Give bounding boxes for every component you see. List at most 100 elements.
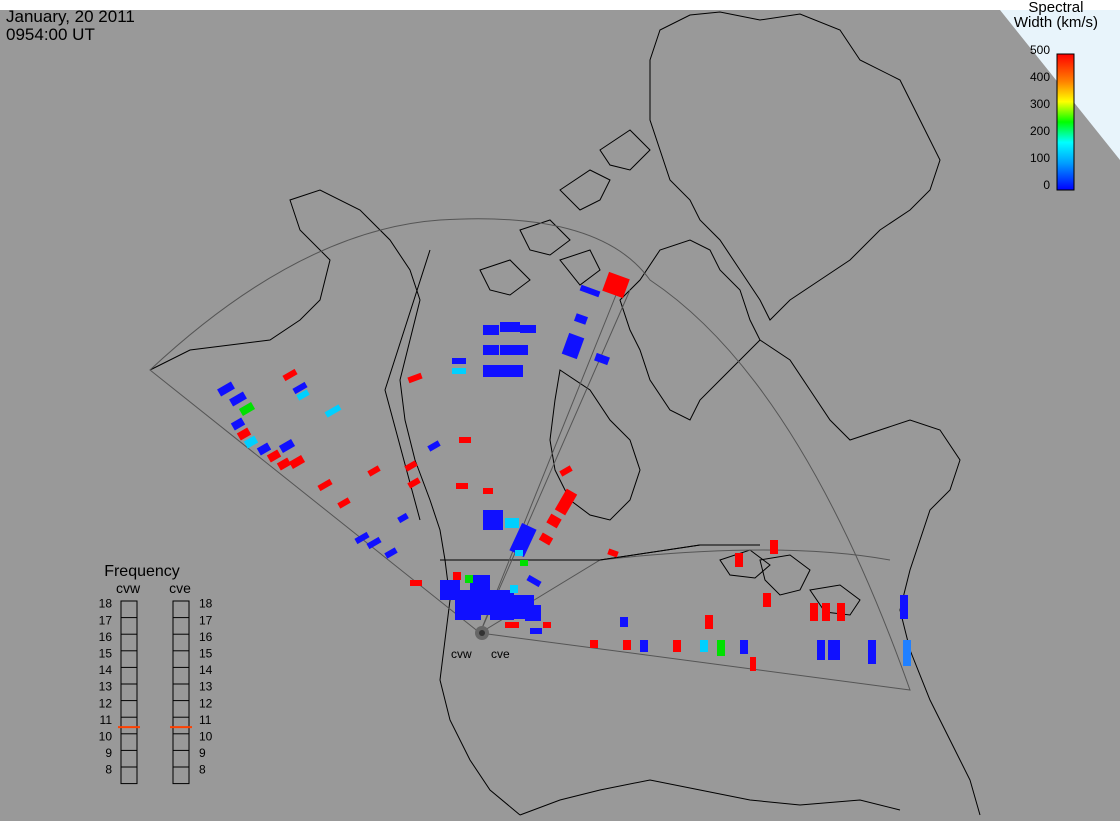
scatter-cell — [427, 440, 441, 452]
scatter-cell — [483, 488, 493, 494]
scatter-cell — [509, 523, 537, 557]
scatter-cell — [453, 572, 461, 580]
frequency-tick-label: 9 — [199, 746, 206, 760]
timestamp: January, 20 2011 0954:00 UT — [6, 8, 135, 44]
frequency-tick-label: 17 — [99, 613, 113, 627]
scatter-cell — [243, 435, 259, 449]
scatter-cell — [673, 640, 681, 652]
scatter-cell — [229, 391, 247, 407]
frequency-title: Frequency — [104, 563, 180, 580]
frequency-tick-label: 13 — [99, 680, 113, 694]
scatter-cell — [543, 622, 551, 628]
scatter-cell — [456, 483, 468, 489]
frequency-tick-label: 14 — [99, 663, 113, 677]
scatter-cell — [561, 332, 585, 360]
colorbar-tick-300: 300 — [1030, 97, 1050, 111]
frequency-tick-label: 9 — [105, 746, 112, 760]
colorbar-tick-200: 200 — [1030, 124, 1050, 138]
scatter-cell — [530, 628, 542, 634]
fov-outlines — [149, 218, 911, 691]
scatter-cell — [510, 585, 518, 593]
frequency-tick-label: 11 — [199, 713, 212, 727]
scatter-cell — [500, 345, 528, 355]
colorbar-title-line1: Spectral — [1028, 0, 1084, 16]
scatter-cell — [735, 553, 743, 567]
scatter-cell — [278, 439, 296, 453]
scatter-cell — [470, 575, 490, 615]
scatter-cell — [607, 548, 619, 558]
scatter-cell — [717, 640, 725, 656]
scatter-cell — [705, 615, 713, 629]
colorbar-title: Spectral Width (km/s) — [1014, 0, 1098, 30]
scatter-cell — [546, 513, 562, 529]
frequency-label-cvw: cvw — [116, 580, 141, 596]
frequency-tick-label: 15 — [99, 647, 113, 661]
scatter-cell — [740, 640, 748, 654]
scatter-cell — [324, 404, 342, 418]
scatter-cell — [236, 427, 252, 441]
frequency-tick-label: 12 — [99, 696, 113, 710]
scatter-cell — [230, 417, 246, 431]
scatter-cell — [397, 512, 409, 524]
frequency-tick-label: 14 — [199, 663, 213, 677]
scatter-data — [217, 271, 911, 671]
scatter-cell — [288, 455, 306, 469]
frequency-panel: Frequency cvw cve 18 17 16 15 14 13 12 11 10 9 8 18… — [99, 563, 213, 785]
scatter-cell — [483, 510, 503, 530]
frequency-tick-label: 17 — [199, 613, 213, 627]
colorbar-ticks: 500 400 300 200 100 0 — [1030, 43, 1050, 192]
scatter-cell — [483, 345, 499, 355]
frequency-tick-label: 11 — [100, 713, 113, 727]
scatter-cell — [559, 465, 573, 477]
colorbar-tick-400: 400 — [1030, 70, 1050, 84]
scatter-cell — [763, 593, 771, 607]
scatter-cell — [868, 640, 876, 664]
scatter-cell — [459, 437, 471, 443]
frequency-tick-label: 15 — [199, 647, 213, 661]
scatter-cell — [594, 352, 610, 366]
scatter-cell — [500, 322, 520, 332]
scatter-cell — [217, 381, 235, 397]
radar-label-cvw: cvw — [451, 647, 472, 661]
scatter-cell — [640, 640, 648, 652]
scatter-cell — [483, 325, 499, 335]
scatter-cell — [407, 477, 421, 489]
date-text: January, 20 2011 — [6, 7, 135, 26]
frequency-tick-label: 13 — [199, 680, 213, 694]
scatter-cell — [538, 532, 554, 546]
frequency-tick-label: 8 — [105, 763, 112, 777]
scatter-cell — [407, 372, 423, 384]
scatter-cell — [317, 478, 333, 492]
scatter-cell — [505, 622, 519, 628]
scatter-cell — [822, 603, 830, 621]
scatter-cell — [602, 271, 630, 299]
scatter-cell — [276, 457, 292, 471]
scatter-cell — [520, 560, 528, 566]
frequency-label-cve: cve — [169, 580, 191, 596]
scatter-cell — [590, 640, 598, 648]
frequency-tick-label: 10 — [99, 730, 113, 744]
scatter-cell — [620, 617, 628, 627]
colorbar-tick-500: 500 — [1030, 43, 1050, 57]
coastlines — [149, 11, 981, 816]
scatter-cell — [292, 381, 308, 395]
scatter-cell — [828, 640, 840, 660]
scatter-cell — [366, 536, 382, 550]
scatter-cell — [367, 465, 381, 477]
radar-label-cve: cve — [491, 647, 510, 661]
scatter-cell — [526, 574, 542, 588]
scatter-cell — [296, 389, 310, 401]
scatter-cell — [750, 657, 756, 671]
frequency-tick-label: 10 — [199, 730, 213, 744]
scatter-cell — [483, 365, 523, 377]
scatter-cell — [810, 603, 818, 621]
scatter-cell — [384, 547, 398, 559]
scatter-cell — [554, 488, 578, 516]
scatter-cell — [903, 640, 911, 666]
scatter-cell — [900, 595, 908, 619]
scatter-cell — [505, 518, 519, 528]
scatter-cell — [354, 531, 370, 545]
scatter-cell — [525, 605, 541, 621]
